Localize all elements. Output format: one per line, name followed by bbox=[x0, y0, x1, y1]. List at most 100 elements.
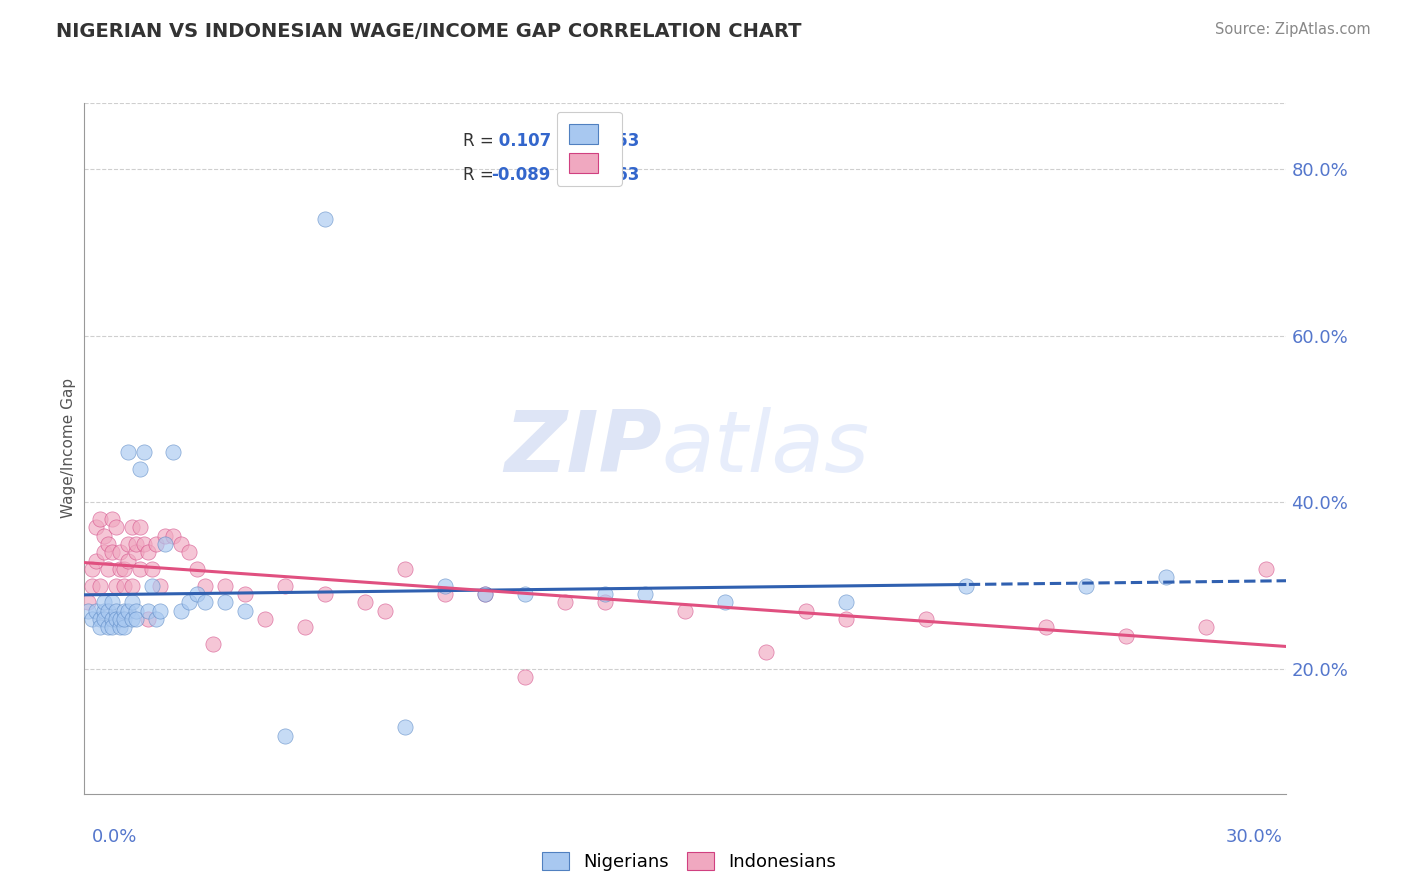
Point bbox=[141, 579, 163, 593]
Point bbox=[121, 579, 143, 593]
Point bbox=[114, 579, 135, 593]
Text: N = 63: N = 63 bbox=[578, 166, 640, 184]
Point bbox=[474, 587, 496, 601]
Point bbox=[253, 612, 276, 626]
Point bbox=[89, 620, 111, 634]
Point bbox=[294, 620, 316, 634]
Point bbox=[93, 595, 115, 609]
Point bbox=[314, 212, 336, 227]
Point bbox=[915, 612, 938, 626]
Point bbox=[1195, 620, 1218, 634]
Point bbox=[515, 587, 537, 601]
Point bbox=[162, 529, 184, 543]
Point bbox=[755, 645, 778, 659]
Point bbox=[125, 604, 148, 618]
Point bbox=[101, 620, 124, 634]
Point bbox=[1076, 579, 1098, 593]
Text: R =: R = bbox=[463, 132, 499, 150]
Point bbox=[214, 579, 236, 593]
Point bbox=[675, 604, 697, 618]
Point bbox=[93, 545, 115, 559]
Point bbox=[105, 612, 128, 626]
Point bbox=[82, 562, 104, 576]
Point bbox=[101, 512, 124, 526]
Point bbox=[86, 604, 108, 618]
Point bbox=[634, 587, 657, 601]
Point bbox=[149, 604, 172, 618]
Text: 0.0%: 0.0% bbox=[91, 828, 136, 846]
Point bbox=[394, 720, 416, 734]
Point bbox=[554, 595, 576, 609]
Point bbox=[145, 612, 167, 626]
Point bbox=[434, 579, 457, 593]
Point bbox=[1115, 629, 1137, 643]
Point bbox=[93, 604, 115, 618]
Point bbox=[77, 595, 100, 609]
Point bbox=[515, 670, 537, 684]
Point bbox=[93, 612, 115, 626]
Point bbox=[97, 562, 120, 576]
Point bbox=[194, 579, 217, 593]
Point bbox=[835, 612, 858, 626]
Point bbox=[186, 562, 208, 576]
Point bbox=[274, 729, 297, 743]
Point bbox=[89, 579, 111, 593]
Point bbox=[105, 520, 128, 534]
Point bbox=[169, 604, 191, 618]
Text: N = 53: N = 53 bbox=[578, 132, 640, 150]
Point bbox=[374, 604, 396, 618]
Point bbox=[110, 620, 132, 634]
Point bbox=[794, 604, 817, 618]
Point bbox=[274, 579, 297, 593]
Point bbox=[233, 604, 256, 618]
Point bbox=[82, 612, 104, 626]
Y-axis label: Wage/Income Gap: Wage/Income Gap bbox=[60, 378, 76, 518]
Point bbox=[714, 595, 737, 609]
Point bbox=[138, 604, 160, 618]
Text: 30.0%: 30.0% bbox=[1226, 828, 1282, 846]
Point bbox=[121, 612, 143, 626]
Point bbox=[121, 595, 143, 609]
Point bbox=[233, 587, 256, 601]
Point bbox=[153, 537, 176, 551]
Text: R =: R = bbox=[463, 166, 499, 184]
Point bbox=[121, 520, 143, 534]
Text: Source: ZipAtlas.com: Source: ZipAtlas.com bbox=[1215, 22, 1371, 37]
Point bbox=[125, 537, 148, 551]
Point bbox=[129, 462, 152, 476]
Point bbox=[117, 537, 139, 551]
Point bbox=[141, 562, 163, 576]
Point bbox=[177, 545, 200, 559]
Point bbox=[129, 520, 152, 534]
Point bbox=[125, 545, 148, 559]
Point bbox=[354, 595, 377, 609]
Point bbox=[134, 445, 156, 459]
Point bbox=[77, 604, 100, 618]
Point bbox=[101, 595, 124, 609]
Point bbox=[177, 595, 200, 609]
Point bbox=[186, 587, 208, 601]
Point bbox=[1035, 620, 1057, 634]
Point bbox=[93, 529, 115, 543]
Text: -0.089: -0.089 bbox=[491, 166, 550, 184]
Point bbox=[97, 537, 120, 551]
Point bbox=[105, 604, 128, 618]
Point bbox=[1156, 570, 1178, 584]
Point bbox=[835, 595, 858, 609]
Point bbox=[955, 579, 977, 593]
Point bbox=[434, 587, 457, 601]
Legend: Nigerians, Indonesians: Nigerians, Indonesians bbox=[534, 845, 844, 879]
Point bbox=[114, 612, 135, 626]
Point bbox=[149, 579, 172, 593]
Point bbox=[86, 520, 108, 534]
Point bbox=[82, 579, 104, 593]
Point bbox=[169, 537, 191, 551]
Point bbox=[134, 537, 156, 551]
Point bbox=[110, 545, 132, 559]
Point bbox=[595, 595, 617, 609]
Point bbox=[145, 537, 167, 551]
Point bbox=[138, 545, 160, 559]
Point bbox=[1256, 562, 1278, 576]
Point bbox=[194, 595, 217, 609]
Text: atlas: atlas bbox=[661, 407, 869, 490]
